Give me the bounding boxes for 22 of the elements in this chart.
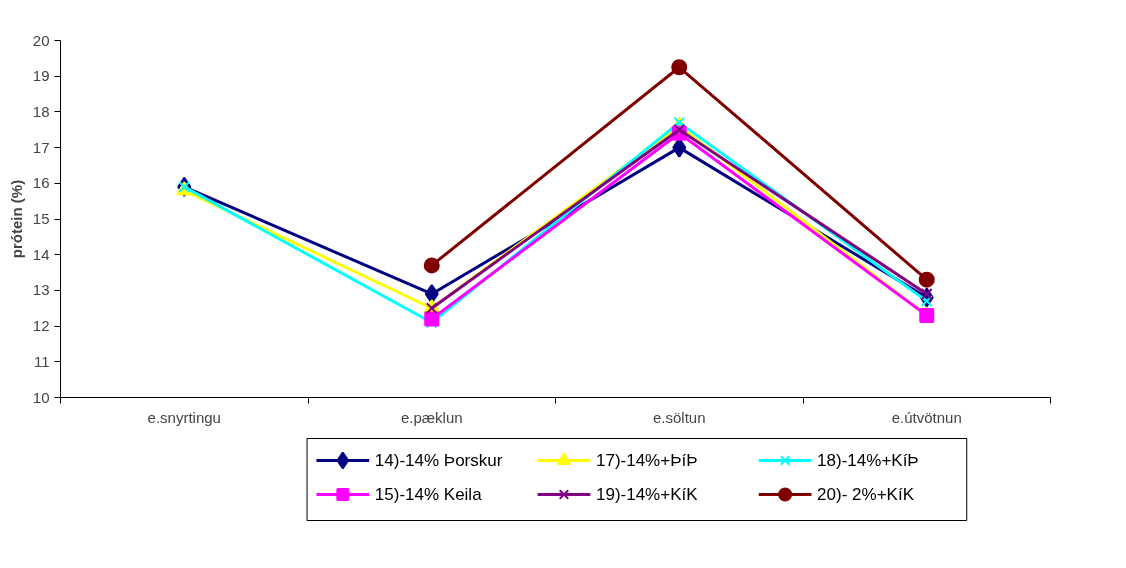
legend-label: 20)- 2%+KíK	[817, 485, 915, 504]
y-tick-label: 18	[32, 102, 50, 120]
y-tick-label: 17	[32, 138, 50, 156]
y-tick-label: 10	[32, 388, 50, 406]
x-tick-label: e.útvötnun	[891, 408, 962, 426]
y-axis-title: prótein (%)	[7, 179, 25, 259]
legend-label: 19)-14%+KíK	[595, 485, 699, 504]
y-tick-label: 12	[32, 317, 50, 335]
legend-label: 14)-14% Þorskur	[374, 451, 503, 470]
x-tick-label: e.snyrtingu	[147, 408, 221, 426]
x-tick-label: e.pæklun	[400, 408, 463, 426]
legend-label: 18)-14%+KíÞ	[817, 451, 919, 470]
legend-label: 15)-14% Keila	[374, 485, 483, 504]
y-tick-label: 20	[32, 31, 50, 49]
y-tick-label: 15	[32, 210, 50, 227]
y-tick-label: 13	[32, 281, 50, 299]
y-tick-label: 14	[32, 245, 50, 263]
y-tick-label: 16	[32, 174, 50, 192]
legend-label: 17)-14%+ÞíÞ	[595, 451, 698, 470]
y-tick-label: 11	[33, 352, 50, 370]
x-tick-label: e.söltun	[652, 408, 706, 426]
y-tick-label: 19	[32, 67, 50, 85]
